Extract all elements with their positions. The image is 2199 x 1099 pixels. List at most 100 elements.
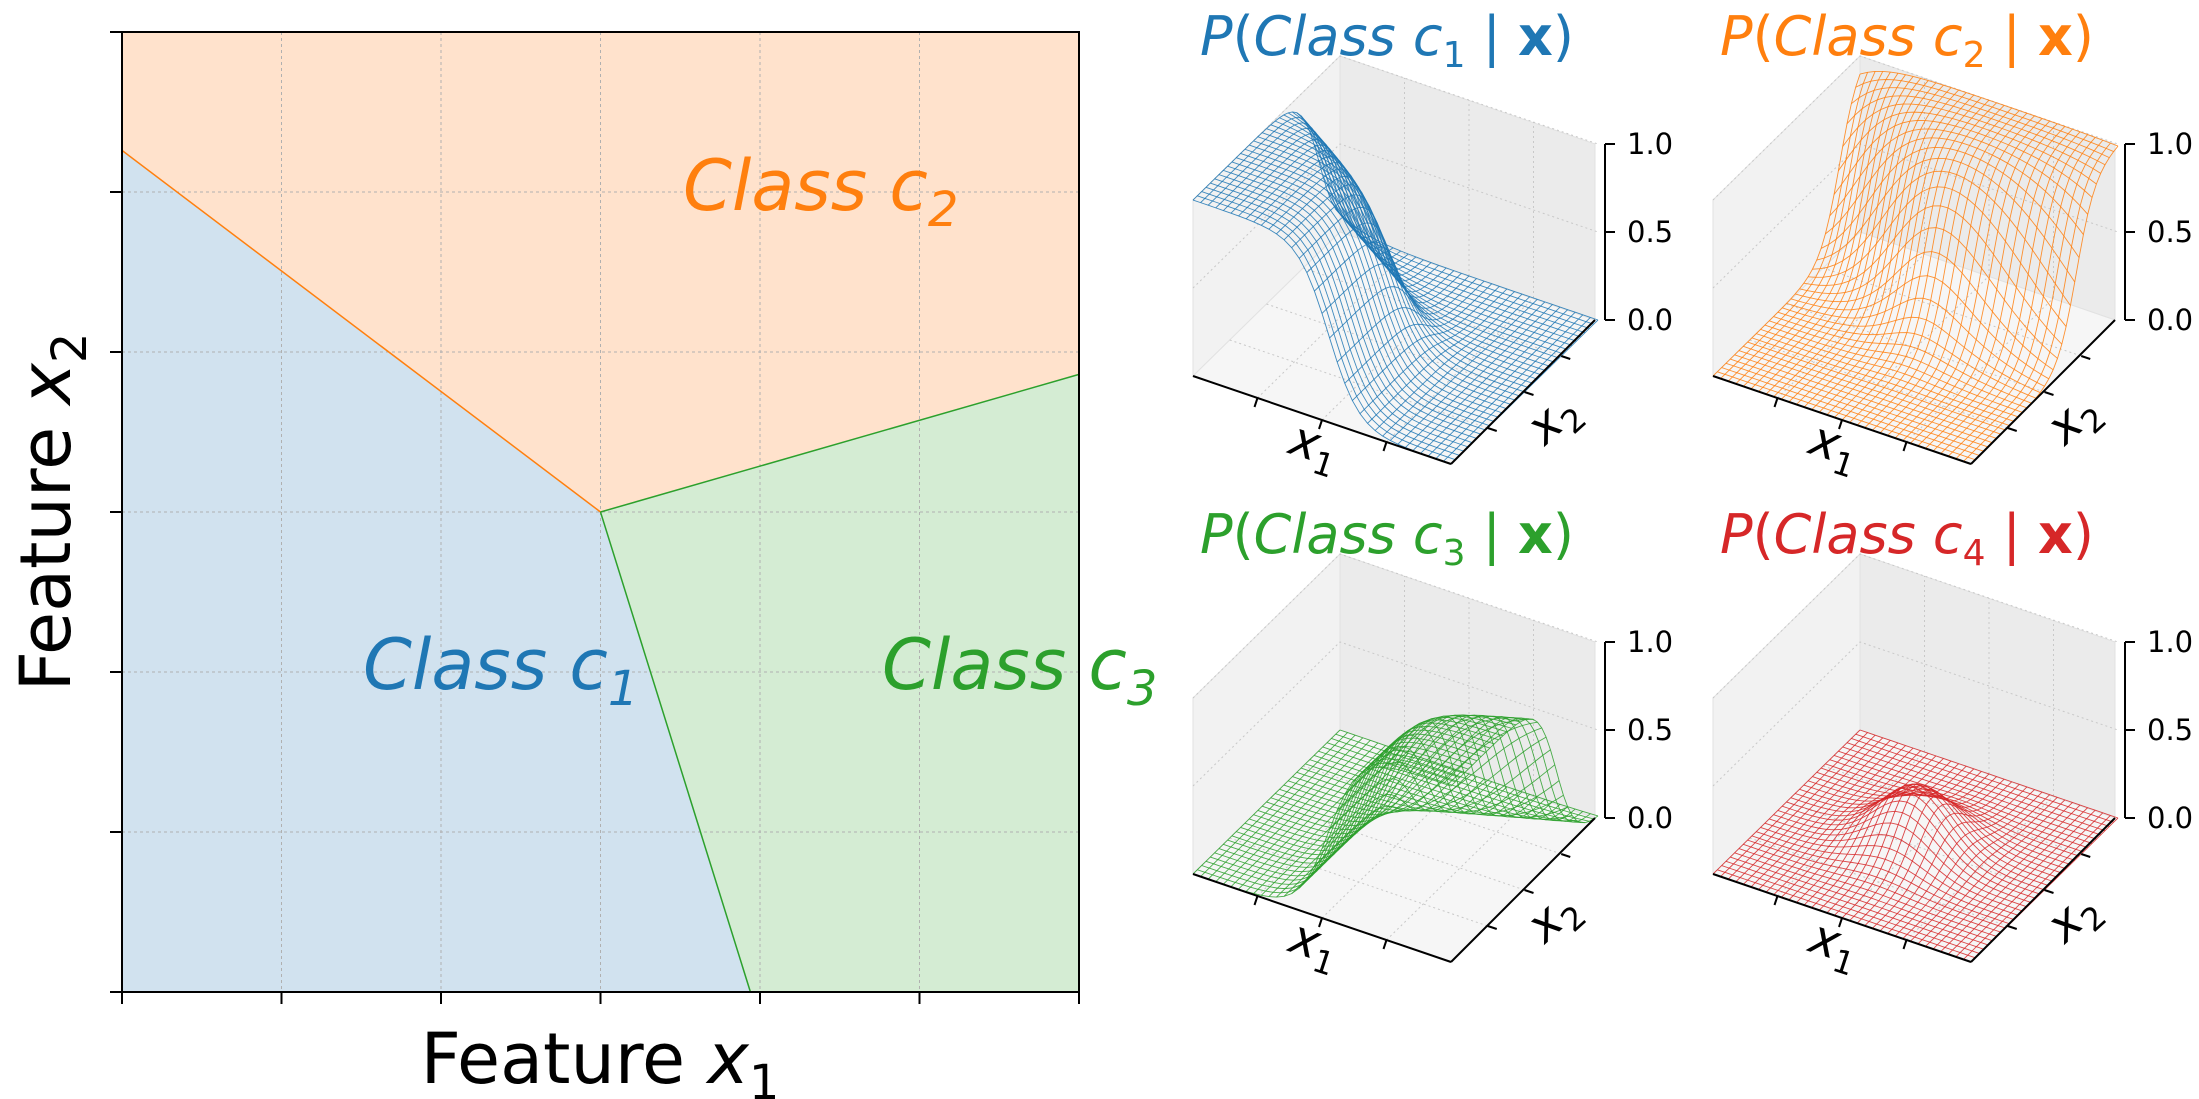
mesh-line xyxy=(1336,280,1485,363)
mesh-line xyxy=(1305,121,1564,355)
mesh-line xyxy=(1313,754,1573,820)
mesh-line xyxy=(1887,115,2035,436)
mesh-line xyxy=(1947,137,2096,457)
mesh-line xyxy=(1963,815,2111,960)
mesh-line xyxy=(1443,717,1591,823)
mesh-line xyxy=(1851,738,2110,827)
mesh-line xyxy=(1790,783,2049,887)
mesh-line xyxy=(1859,71,2119,147)
mesh-line xyxy=(1329,278,1477,339)
x2-tick xyxy=(2080,853,2091,858)
floor-grid xyxy=(1257,751,1405,897)
region-label-c3: Class c3 xyxy=(882,624,1157,717)
mesh-line xyxy=(1963,142,2111,462)
mesh-line xyxy=(1856,105,2005,426)
mesh-line xyxy=(1947,809,2096,955)
mesh-line xyxy=(1940,807,2088,952)
mesh-line xyxy=(1359,288,1508,414)
surface-title-c2: P(Class c2 | x) xyxy=(1720,5,2094,76)
mesh-line xyxy=(1412,306,1561,451)
x2-tick xyxy=(2044,391,2054,396)
wall-grid xyxy=(1712,553,2119,699)
mesh-line xyxy=(1894,791,2043,937)
mesh-line xyxy=(1851,87,2110,159)
mesh-line xyxy=(1932,804,2081,950)
x2-tick xyxy=(2044,889,2054,894)
mesh-line xyxy=(1336,761,1485,813)
mesh-line xyxy=(1405,304,1553,448)
floor-grid xyxy=(1906,795,2054,941)
mesh-line xyxy=(1300,767,1560,815)
mesh-line xyxy=(1420,309,1568,454)
mesh-line xyxy=(1292,111,1551,367)
boundary-c1-c2 xyxy=(121,149,601,513)
wall-grid xyxy=(1712,55,2119,201)
mesh-line xyxy=(1427,311,1576,457)
mesh-line xyxy=(1326,742,1586,824)
z-tick-label: 0.0 xyxy=(1627,303,1673,337)
mesh-line xyxy=(1329,776,1477,830)
mesh-line xyxy=(1344,283,1493,384)
mesh-line xyxy=(1322,175,1581,338)
mesh-line xyxy=(1879,786,2028,932)
mesh-line xyxy=(1846,742,2106,832)
mesh-line xyxy=(1790,275,2050,380)
mesh-line xyxy=(1803,205,2063,345)
x1-tick xyxy=(1382,939,1388,950)
mesh-line xyxy=(1855,733,2114,823)
z-tick-label: 0.5 xyxy=(1627,215,1673,249)
mesh-line xyxy=(1352,285,1500,401)
mesh-line xyxy=(1287,112,1547,372)
mesh-line xyxy=(1389,298,1538,441)
wall-grid xyxy=(1192,553,1599,699)
mesh-line xyxy=(1335,208,1594,325)
surface-mesh-c4 xyxy=(1712,729,2119,963)
region-c3 xyxy=(600,374,1079,992)
mesh-line xyxy=(1309,131,1568,351)
x1-tick xyxy=(1382,441,1388,452)
mesh-line xyxy=(1374,293,1523,431)
x2-axis-line xyxy=(1970,319,2116,465)
mesh-line xyxy=(1838,111,2097,185)
mesh-line xyxy=(1435,314,1584,460)
decision-region-plot: Class c1 Class c2 Class c3 Feature x1 Fe… xyxy=(5,31,1157,1099)
wall-grid xyxy=(1192,641,1599,787)
mesh-line xyxy=(1838,750,2097,840)
x2-axis-line xyxy=(1970,817,2116,963)
mesh-line xyxy=(1917,126,2066,447)
mesh-line xyxy=(1859,729,2119,819)
mesh-line xyxy=(1382,296,1531,437)
mesh-line xyxy=(1807,780,2067,870)
floor-grid xyxy=(1841,275,1990,421)
mesh-line xyxy=(1864,781,2013,927)
z-tick-label: 1.0 xyxy=(2147,127,2193,161)
mesh-line xyxy=(1296,764,1556,813)
x2-tick xyxy=(1524,889,1534,894)
mesh-line xyxy=(1352,734,1500,814)
surface-title-c4: P(Class c4 | x) xyxy=(1720,503,2094,574)
region-label-c2: Class c2 xyxy=(683,145,958,238)
mesh-line xyxy=(1322,746,1581,823)
x2-tick xyxy=(1524,391,1534,396)
mesh-line xyxy=(1427,716,1576,821)
mesh-line xyxy=(1925,128,2073,449)
floor-grid xyxy=(1257,253,1405,399)
mesh-line xyxy=(1833,754,2093,844)
mesh-line xyxy=(1872,784,2020,929)
surface-title-c3: P(Class c3 | x) xyxy=(1200,503,1574,574)
z-tick-label: 1.0 xyxy=(1627,625,1673,659)
z-tick-label: 0.0 xyxy=(2147,303,2193,337)
z-tick-label: 0.5 xyxy=(2147,713,2193,747)
x2-axis-line xyxy=(1450,319,1596,465)
floor-grid xyxy=(1303,765,1562,855)
mesh-line xyxy=(1786,297,2045,387)
mesh-line xyxy=(1305,763,1564,817)
floor-grid xyxy=(1823,267,2082,357)
mesh-line xyxy=(1902,794,2051,940)
x1-axis-label: x1 xyxy=(1799,410,1867,486)
mesh-line xyxy=(1887,789,2035,934)
mesh-line xyxy=(1339,729,1599,817)
